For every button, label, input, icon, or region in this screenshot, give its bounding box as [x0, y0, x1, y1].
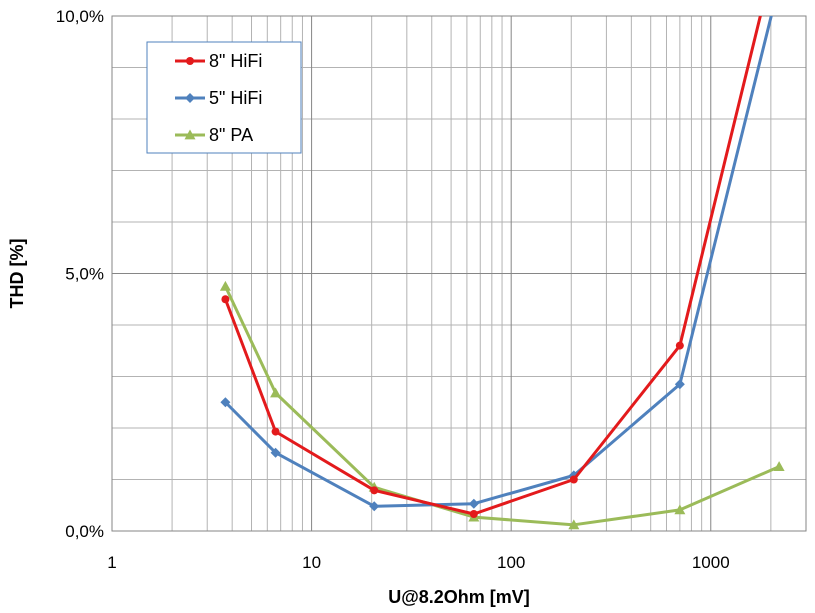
data-point	[184, 129, 196, 140]
series-line	[224, 16, 762, 516]
data-point	[468, 498, 479, 509]
x-tick-label: 10	[302, 553, 321, 572]
data-point	[369, 501, 380, 512]
series-circle	[221, 16, 762, 519]
y-axis-tick-labels: 0,0% 5,0% 10,0%	[56, 7, 104, 541]
x-axis-tick-labels: 1 10 100 1000	[107, 553, 729, 572]
data-point	[270, 387, 282, 398]
data-point	[186, 57, 194, 65]
plot-area-border	[111, 15, 807, 532]
series-layer	[219, 16, 785, 530]
x-tick-label: 1	[107, 553, 116, 572]
x-tick-label: 1000	[692, 553, 730, 572]
data-point	[221, 295, 230, 304]
y-tick-label: 10,0%	[56, 7, 104, 26]
legend-label: 8" PA	[209, 125, 253, 145]
data-point	[569, 475, 578, 484]
data-point	[568, 519, 580, 530]
y-axis-title: THD [%]	[7, 239, 27, 309]
data-point	[271, 427, 280, 436]
legend-label: 8" HiFi	[209, 51, 262, 71]
data-point	[220, 397, 231, 408]
x-axis-title: U@8.2Ohm [mV]	[388, 587, 530, 607]
data-point	[675, 341, 684, 350]
legend-box	[146, 41, 302, 154]
data-point	[674, 504, 686, 515]
data-point	[773, 461, 785, 472]
series-line	[224, 16, 773, 508]
data-point	[370, 486, 379, 495]
legend: 8" HiFi 5" HiFi 8" PA	[146, 41, 302, 154]
data-point	[185, 93, 195, 103]
legend-label: 5" HiFi	[209, 88, 262, 108]
x-tick-label: 100	[497, 553, 525, 572]
data-point	[469, 510, 478, 519]
data-point	[270, 447, 281, 458]
data-point	[674, 379, 685, 390]
y-tick-label: 0,0%	[65, 522, 104, 541]
y-tick-label: 5,0%	[65, 265, 104, 284]
data-point	[219, 280, 231, 291]
